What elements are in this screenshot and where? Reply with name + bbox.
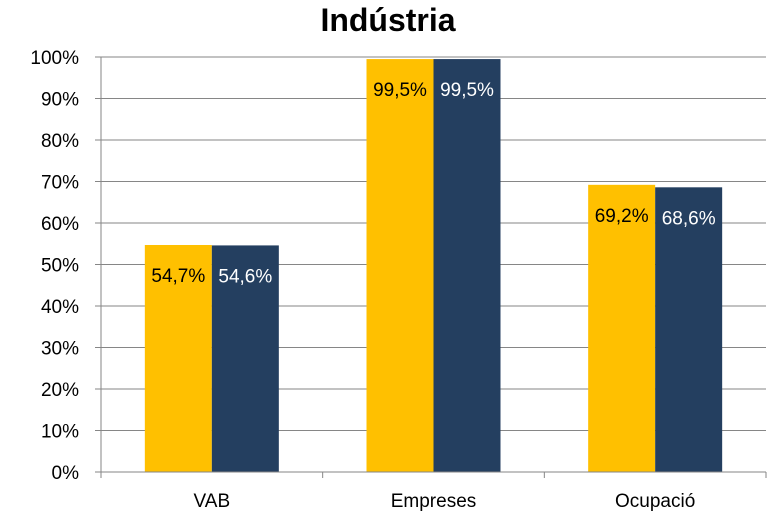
data-label: 99,5%: [440, 80, 494, 101]
data-label: 69,2%: [595, 206, 649, 227]
data-label: 54,7%: [151, 266, 205, 287]
bar: [433, 59, 501, 472]
data-label: 99,5%: [373, 80, 427, 101]
data-label: 68,6%: [662, 208, 716, 229]
chart-title: Indústria: [320, 2, 456, 38]
bar: [588, 184, 656, 472]
y-tick-label: 20%: [41, 380, 79, 401]
y-tick-label: 90%: [41, 90, 79, 111]
bar: [366, 59, 434, 472]
y-tick-label: 60%: [41, 214, 79, 235]
y-tick-label: 40%: [41, 297, 79, 318]
x-category-label: Empreses: [391, 491, 477, 512]
axes: [95, 56, 767, 478]
bar: [655, 187, 723, 472]
x-category-label: Ocupació: [615, 491, 695, 512]
y-tick-label: 100%: [30, 48, 79, 69]
y-tick-label: 50%: [41, 256, 79, 277]
data-label: 54,6%: [218, 266, 272, 287]
bars: [144, 59, 723, 472]
y-tick-label: 70%: [41, 173, 79, 194]
bar: [211, 245, 279, 472]
labels: 0% 10% 20% 30% 40% 50% 60% 70% 80% 90% 100% VAB 54,7…: [30, 48, 715, 512]
y-tick-label: 30%: [41, 339, 79, 360]
y-tick-label: 10%: [41, 422, 79, 443]
y-tick-label: 80%: [41, 131, 79, 152]
y-tick-label: 0%: [52, 463, 80, 484]
bar: [144, 244, 212, 472]
x-category-label: VAB: [194, 491, 231, 512]
